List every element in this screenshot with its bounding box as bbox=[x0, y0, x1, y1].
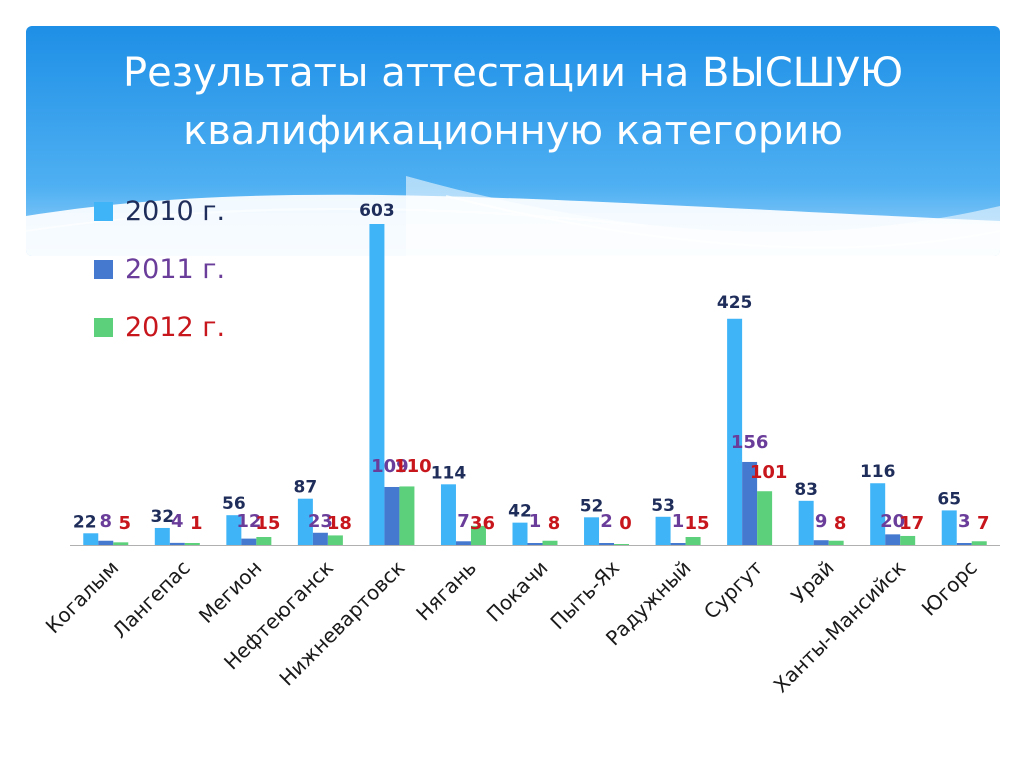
data-label-1-1: 4 bbox=[171, 511, 184, 532]
data-label-2-1: 1 bbox=[190, 513, 203, 534]
bar-1-1 bbox=[169, 542, 185, 545]
data-label-1-8: 1 bbox=[672, 511, 685, 532]
data-label-2-11: 17 bbox=[899, 513, 924, 534]
data-label-1-2: 12 bbox=[236, 511, 261, 532]
data-label-0-0: 22 bbox=[73, 512, 97, 532]
data-label-0-4: 603 bbox=[359, 201, 395, 221]
data-label-1-0: 8 bbox=[100, 511, 113, 532]
data-label-0-10: 83 bbox=[794, 480, 818, 500]
data-label-0-11: 116 bbox=[860, 462, 896, 482]
legend-label-2010: 2010 г. bbox=[125, 196, 226, 227]
data-label-2-8: 15 bbox=[685, 513, 710, 534]
legend-swatch-2012 bbox=[94, 318, 113, 337]
x-tick-label-5: Нягань bbox=[411, 556, 481, 626]
bar-0-11 bbox=[870, 483, 886, 545]
data-label-2-10: 8 bbox=[834, 513, 847, 534]
bar-1-9 bbox=[742, 461, 758, 545]
bar-1-7 bbox=[599, 543, 615, 545]
data-label-1-4: 109 bbox=[371, 456, 409, 477]
bar-2-0 bbox=[113, 542, 129, 545]
legend-label-2012: 2012 г. bbox=[125, 312, 226, 343]
x-tick-label-11: Ханты-Мансийск bbox=[769, 556, 911, 698]
bar-0-10 bbox=[798, 500, 814, 545]
data-label-0-1: 32 bbox=[150, 507, 174, 527]
bar-2-12 bbox=[971, 541, 987, 545]
x-tick-label-4: Нижневартовск bbox=[274, 556, 409, 691]
data-label-2-9: 101 bbox=[750, 462, 788, 483]
data-label-2-12: 7 bbox=[977, 513, 990, 534]
data-label-1-5: 7 bbox=[457, 511, 470, 532]
bar-1-4 bbox=[384, 486, 400, 545]
bar-1-6 bbox=[527, 543, 543, 545]
data-label-1-3: 23 bbox=[308, 511, 333, 532]
data-label-0-5: 114 bbox=[431, 463, 467, 483]
bar-2-8 bbox=[685, 537, 701, 545]
x-tick-label-1: Лангепас bbox=[108, 556, 195, 643]
data-label-1-6: 1 bbox=[529, 511, 542, 532]
data-label-2-2: 15 bbox=[255, 513, 280, 534]
bar-0-2 bbox=[226, 515, 242, 545]
data-label-0-12: 65 bbox=[937, 489, 961, 509]
bar-2-6 bbox=[542, 540, 558, 545]
bar-0-7 bbox=[584, 517, 600, 545]
bar-1-5 bbox=[455, 541, 471, 545]
page-title: Результаты аттестации на ВЫСШУЮ квалифик… bbox=[26, 44, 1000, 160]
bar-1-11 bbox=[885, 534, 901, 545]
bar-2-2 bbox=[256, 537, 272, 545]
bar-2-3 bbox=[327, 535, 343, 545]
legend-label-2011: 2011 г. bbox=[125, 254, 226, 285]
page-title-line-2: квалификационную категорию bbox=[183, 108, 843, 154]
legend-swatch-2010 bbox=[94, 202, 113, 221]
bar-1-3 bbox=[312, 532, 328, 545]
data-label-1-9: 156 bbox=[731, 432, 769, 453]
bar-1-10 bbox=[813, 540, 829, 545]
data-label-0-9: 425 bbox=[717, 293, 753, 313]
bar-0-0 bbox=[83, 533, 99, 545]
bar-1-0 bbox=[98, 540, 114, 545]
data-label-1-12: 3 bbox=[958, 511, 971, 532]
bar-0-9 bbox=[727, 318, 743, 545]
bar-0-3 bbox=[297, 498, 313, 545]
data-label-2-5: 36 bbox=[470, 513, 495, 534]
data-label-0-2: 56 bbox=[222, 494, 246, 514]
x-tick-label-12: Югорс bbox=[917, 556, 982, 621]
bar-0-12 bbox=[941, 510, 957, 545]
bar-0-1 bbox=[154, 527, 170, 545]
bar-1-2 bbox=[241, 538, 257, 545]
data-label-0-8: 53 bbox=[651, 496, 675, 516]
legend-swatch-2011 bbox=[94, 260, 113, 279]
bar-2-4 bbox=[399, 486, 415, 545]
data-label-2-7: 0 bbox=[619, 513, 632, 534]
data-label-2-0: 5 bbox=[119, 513, 132, 534]
data-label-0-7: 52 bbox=[580, 496, 604, 516]
bar-2-9 bbox=[757, 491, 773, 545]
bar-0-6 bbox=[512, 522, 528, 545]
bar-1-12 bbox=[956, 543, 972, 545]
bar-2-7 bbox=[614, 544, 630, 545]
bar-2-11 bbox=[900, 535, 916, 545]
data-label-0-6: 42 bbox=[508, 502, 532, 522]
x-tick-label-9: Сургут bbox=[699, 555, 767, 623]
data-label-2-3: 18 bbox=[327, 513, 352, 534]
bar-1-8 bbox=[670, 543, 686, 545]
x-tick-label-10: Урай bbox=[786, 556, 838, 608]
data-label-1-10: 9 bbox=[815, 511, 828, 532]
data-label-2-4: 110 bbox=[394, 456, 432, 477]
bar-0-5 bbox=[440, 484, 456, 545]
x-tick-label-6: Покачи bbox=[482, 556, 553, 627]
bar-2-10 bbox=[828, 540, 844, 545]
data-label-2-6: 8 bbox=[548, 513, 561, 534]
bar-2-1 bbox=[184, 543, 200, 545]
page-title-line-1: Результаты аттестации на ВЫСШУЮ bbox=[122, 50, 904, 96]
bar-0-4 bbox=[369, 224, 385, 545]
bar-2-5 bbox=[470, 525, 486, 545]
data-label-0-3: 87 bbox=[294, 478, 318, 498]
data-label-1-11: 20 bbox=[880, 511, 905, 532]
bar-0-8 bbox=[655, 516, 671, 545]
x-tick-label-2: Мегион bbox=[194, 556, 266, 628]
data-label-1-7: 2 bbox=[600, 511, 613, 532]
